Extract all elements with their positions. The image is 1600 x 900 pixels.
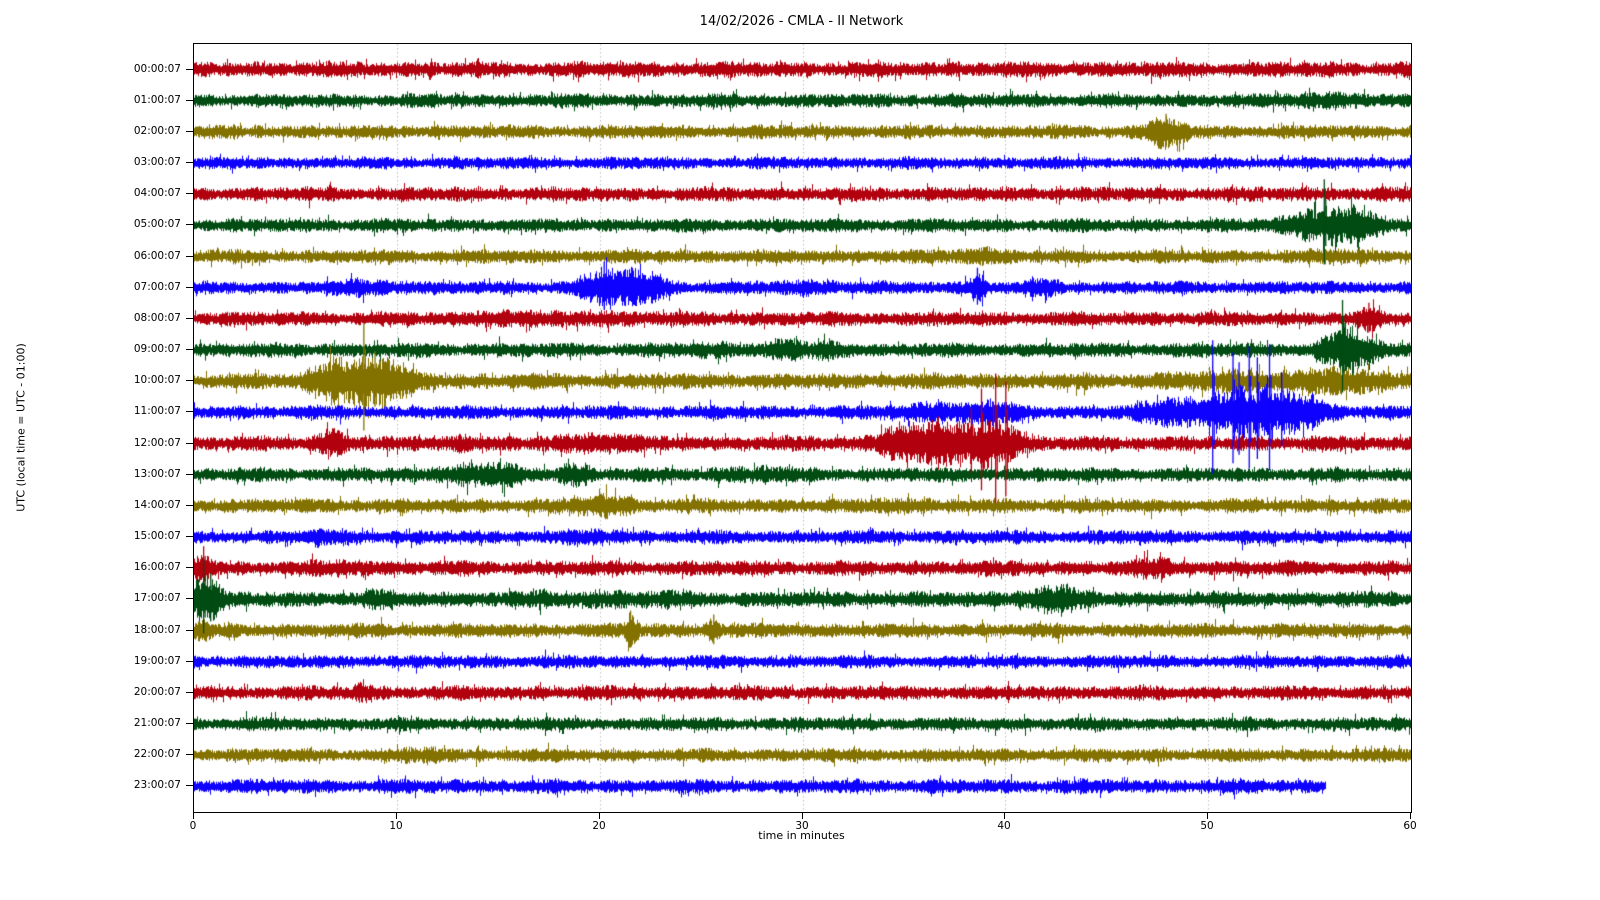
x-axis-tick-label: 40 [997,820,1011,832]
y-axis-label: UTC (local time = UTC - 01:00) [14,343,28,512]
row-time-label: 22:00:07 [133,748,181,761]
row-time-label: 08:00:07 [133,311,181,324]
y-axis-tick [186,443,193,444]
row-time-label: 04:00:07 [133,187,181,200]
row-time-label: 12:00:07 [133,436,181,449]
x-axis-tick-label: 0 [189,820,197,832]
y-axis-tick [186,349,193,350]
y-axis-tick [186,162,193,163]
y-axis-tick [186,287,193,288]
x-axis-tick [1004,812,1005,819]
y-axis-tick [186,598,193,599]
y-axis-tick [186,567,193,568]
chart-title: 14/02/2026 - CMLA - II Network [699,14,904,29]
y-axis-tick [186,661,193,662]
row-time-label: 20:00:07 [133,685,181,698]
x-axis-tick-label: 20 [592,820,606,832]
y-axis-tick [186,69,193,70]
y-axis-tick [186,318,193,319]
helicorder-canvas [194,44,1411,812]
plot-area [193,43,1412,813]
row-time-label: 07:00:07 [133,280,181,293]
row-time-label: 11:00:07 [133,405,181,418]
x-axis-label: time in minutes [758,829,845,842]
row-time-label: 13:00:07 [133,467,181,480]
row-time-label: 05:00:07 [133,218,181,231]
row-time-label: 09:00:07 [133,343,181,356]
x-axis-tick [193,812,194,819]
row-time-label: 00:00:07 [133,62,181,75]
x-axis-tick-label: 60 [1403,820,1417,832]
x-axis-tick [599,812,600,819]
row-time-label: 03:00:07 [133,156,181,168]
row-time-label: 06:00:07 [133,249,181,262]
y-axis-tick [186,754,193,755]
row-time-label: 15:00:07 [133,530,181,543]
row-time-label: 16:00:07 [133,561,181,574]
y-axis-tick [186,785,193,786]
row-time-label: 02:00:07 [133,124,181,137]
x-axis-tick-label: 30 [795,820,809,832]
y-axis-tick [186,536,193,537]
row-time-label: 19:00:07 [133,654,181,667]
x-axis-tick [1207,812,1208,819]
y-axis-tick [186,380,193,381]
y-axis-tick [186,411,193,412]
row-time-label: 10:00:07 [133,374,181,387]
row-time-label: 23:00:07 [133,779,181,792]
x-axis-tick [1410,812,1411,819]
x-axis-tick [802,812,803,819]
y-axis-tick [186,630,193,631]
y-axis-tick [186,256,193,257]
y-axis-tick [186,723,193,724]
y-axis-tick [186,193,193,194]
y-axis-tick [186,131,193,132]
x-axis-tick-label: 50 [1200,820,1214,832]
y-axis-tick [186,474,193,475]
row-time-label: 21:00:07 [133,717,181,730]
row-time-label: 14:00:07 [133,498,181,511]
row-time-label: 18:00:07 [133,623,181,636]
y-axis-tick [186,100,193,101]
y-axis-tick [186,224,193,225]
x-axis-tick [396,812,397,819]
y-axis-tick [186,505,193,506]
y-axis-tick [186,692,193,693]
x-axis-tick-label: 10 [389,820,403,832]
row-time-label: 17:00:07 [133,592,181,605]
row-time-label: 01:00:07 [133,93,181,106]
